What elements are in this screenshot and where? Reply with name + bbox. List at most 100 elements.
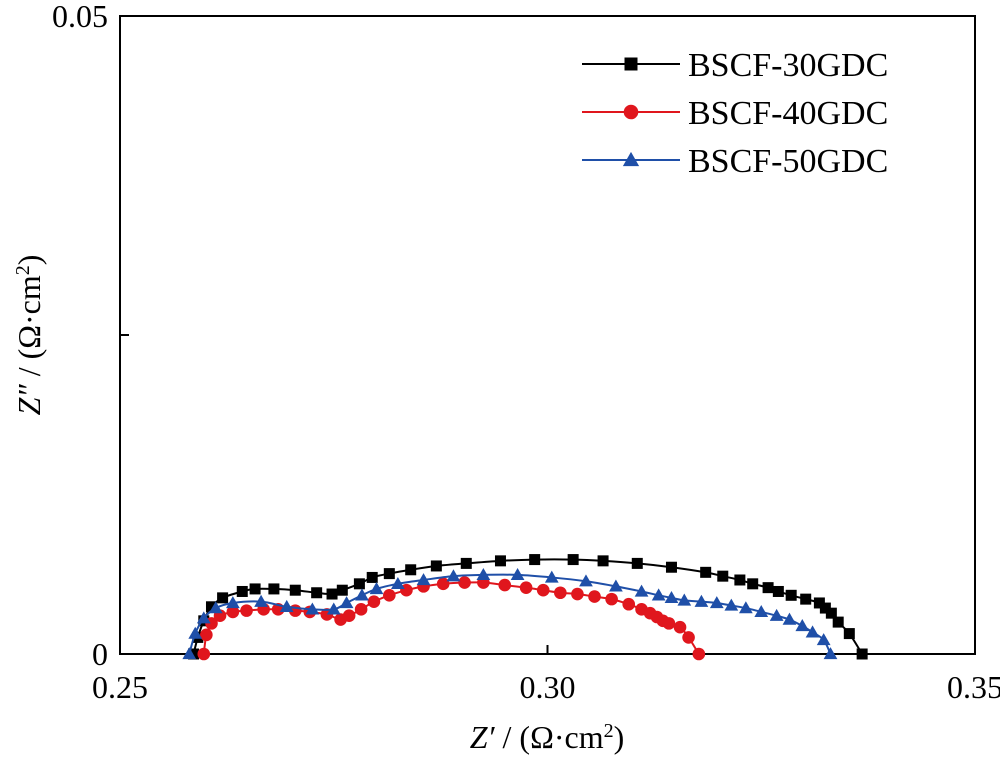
data-point bbox=[747, 578, 759, 590]
data-point bbox=[519, 581, 533, 594]
data-point bbox=[805, 625, 820, 638]
data-point bbox=[200, 628, 213, 642]
data-point bbox=[709, 596, 724, 609]
data-point bbox=[460, 557, 472, 569]
data-point bbox=[700, 566, 712, 578]
data-point bbox=[664, 590, 679, 604]
data-point bbox=[622, 151, 640, 167]
data-point bbox=[182, 647, 197, 660]
y-tick-label: 0 bbox=[92, 636, 108, 672]
data-point bbox=[782, 612, 797, 625]
data-point bbox=[430, 560, 442, 572]
data-point bbox=[785, 589, 797, 601]
data-point bbox=[268, 583, 280, 595]
data-point bbox=[494, 555, 506, 567]
data-point bbox=[197, 647, 211, 661]
data-point bbox=[326, 602, 341, 615]
data-point bbox=[289, 584, 301, 596]
data-point bbox=[240, 604, 253, 617]
data-point bbox=[795, 619, 810, 632]
data-point bbox=[588, 590, 601, 603]
y-tick-label: 0.05 bbox=[52, 0, 108, 34]
data-point bbox=[476, 568, 491, 581]
legend-label: BSCF-30GDC bbox=[688, 47, 888, 84]
data-point bbox=[769, 608, 784, 621]
data-point bbox=[254, 594, 268, 607]
data-point bbox=[692, 647, 706, 661]
series-layer bbox=[182, 554, 868, 661]
legend: BSCF-30GDC BSCF-40GDC BSCF-50GDC bbox=[582, 47, 888, 180]
x-tick-label: 0.35 bbox=[947, 669, 1000, 705]
data-point bbox=[446, 569, 461, 582]
legend-item: BSCF-50GDC bbox=[582, 143, 888, 180]
data-point bbox=[436, 577, 450, 591]
data-point bbox=[367, 595, 381, 608]
series-bscf-40gdc bbox=[197, 576, 706, 661]
data-point bbox=[816, 633, 831, 646]
data-point bbox=[226, 605, 240, 619]
data-point bbox=[605, 592, 618, 606]
legend-label: BSCF-50GDC bbox=[688, 143, 888, 180]
data-point bbox=[677, 593, 692, 606]
data-point bbox=[825, 607, 837, 619]
data-point bbox=[634, 584, 649, 597]
x-tick-label: 0.25 bbox=[92, 669, 148, 705]
data-point bbox=[355, 588, 369, 601]
data-point bbox=[311, 587, 323, 599]
data-point bbox=[366, 571, 378, 583]
data-point bbox=[823, 647, 838, 660]
data-point bbox=[405, 564, 417, 576]
data-point bbox=[665, 561, 677, 573]
data-point bbox=[249, 583, 261, 595]
data-point bbox=[529, 554, 541, 566]
data-point bbox=[623, 104, 639, 120]
data-point bbox=[188, 648, 200, 660]
data-point bbox=[772, 585, 784, 597]
data-point bbox=[391, 576, 405, 589]
data-point bbox=[188, 626, 203, 639]
axis-tick-labels: 0.25 0.30 0.35 0 0.05 bbox=[52, 0, 1000, 705]
data-point bbox=[196, 611, 211, 624]
data-point bbox=[624, 57, 638, 71]
data-point bbox=[597, 555, 609, 567]
data-point bbox=[217, 592, 229, 604]
data-point bbox=[631, 557, 643, 569]
data-point bbox=[856, 648, 868, 660]
data-point bbox=[734, 574, 746, 586]
x-axis-title: Z′ / (Ω·cm2) bbox=[470, 719, 625, 755]
legend-label: BSCF-40GDC bbox=[688, 95, 888, 132]
data-point bbox=[236, 585, 248, 597]
data-point bbox=[279, 599, 294, 612]
data-point bbox=[762, 582, 774, 594]
data-point bbox=[694, 594, 709, 607]
data-point bbox=[339, 596, 354, 609]
legend-item: BSCF-40GDC bbox=[582, 95, 888, 132]
x-tick-label: 0.30 bbox=[520, 669, 576, 705]
data-point bbox=[498, 578, 512, 592]
data-point bbox=[567, 554, 579, 566]
data-point bbox=[305, 602, 320, 615]
data-point bbox=[205, 601, 217, 613]
data-point bbox=[369, 582, 384, 595]
data-point bbox=[383, 589, 396, 602]
axis-ticks bbox=[119, 15, 976, 655]
data-point bbox=[819, 602, 831, 614]
data-point bbox=[724, 598, 739, 611]
data-point bbox=[800, 593, 812, 605]
data-point bbox=[738, 601, 753, 614]
data-point bbox=[416, 573, 431, 586]
data-point bbox=[717, 570, 729, 582]
data-point bbox=[651, 588, 666, 601]
data-point bbox=[754, 605, 769, 618]
data-point bbox=[662, 617, 676, 630]
data-point bbox=[622, 597, 636, 611]
data-point bbox=[571, 587, 584, 601]
data-point bbox=[536, 583, 550, 597]
data-point bbox=[458, 576, 471, 589]
data-point bbox=[609, 579, 623, 592]
data-point bbox=[843, 628, 855, 640]
data-point bbox=[336, 584, 348, 596]
data-point bbox=[682, 631, 695, 644]
legend-item: BSCF-30GDC bbox=[582, 47, 888, 84]
